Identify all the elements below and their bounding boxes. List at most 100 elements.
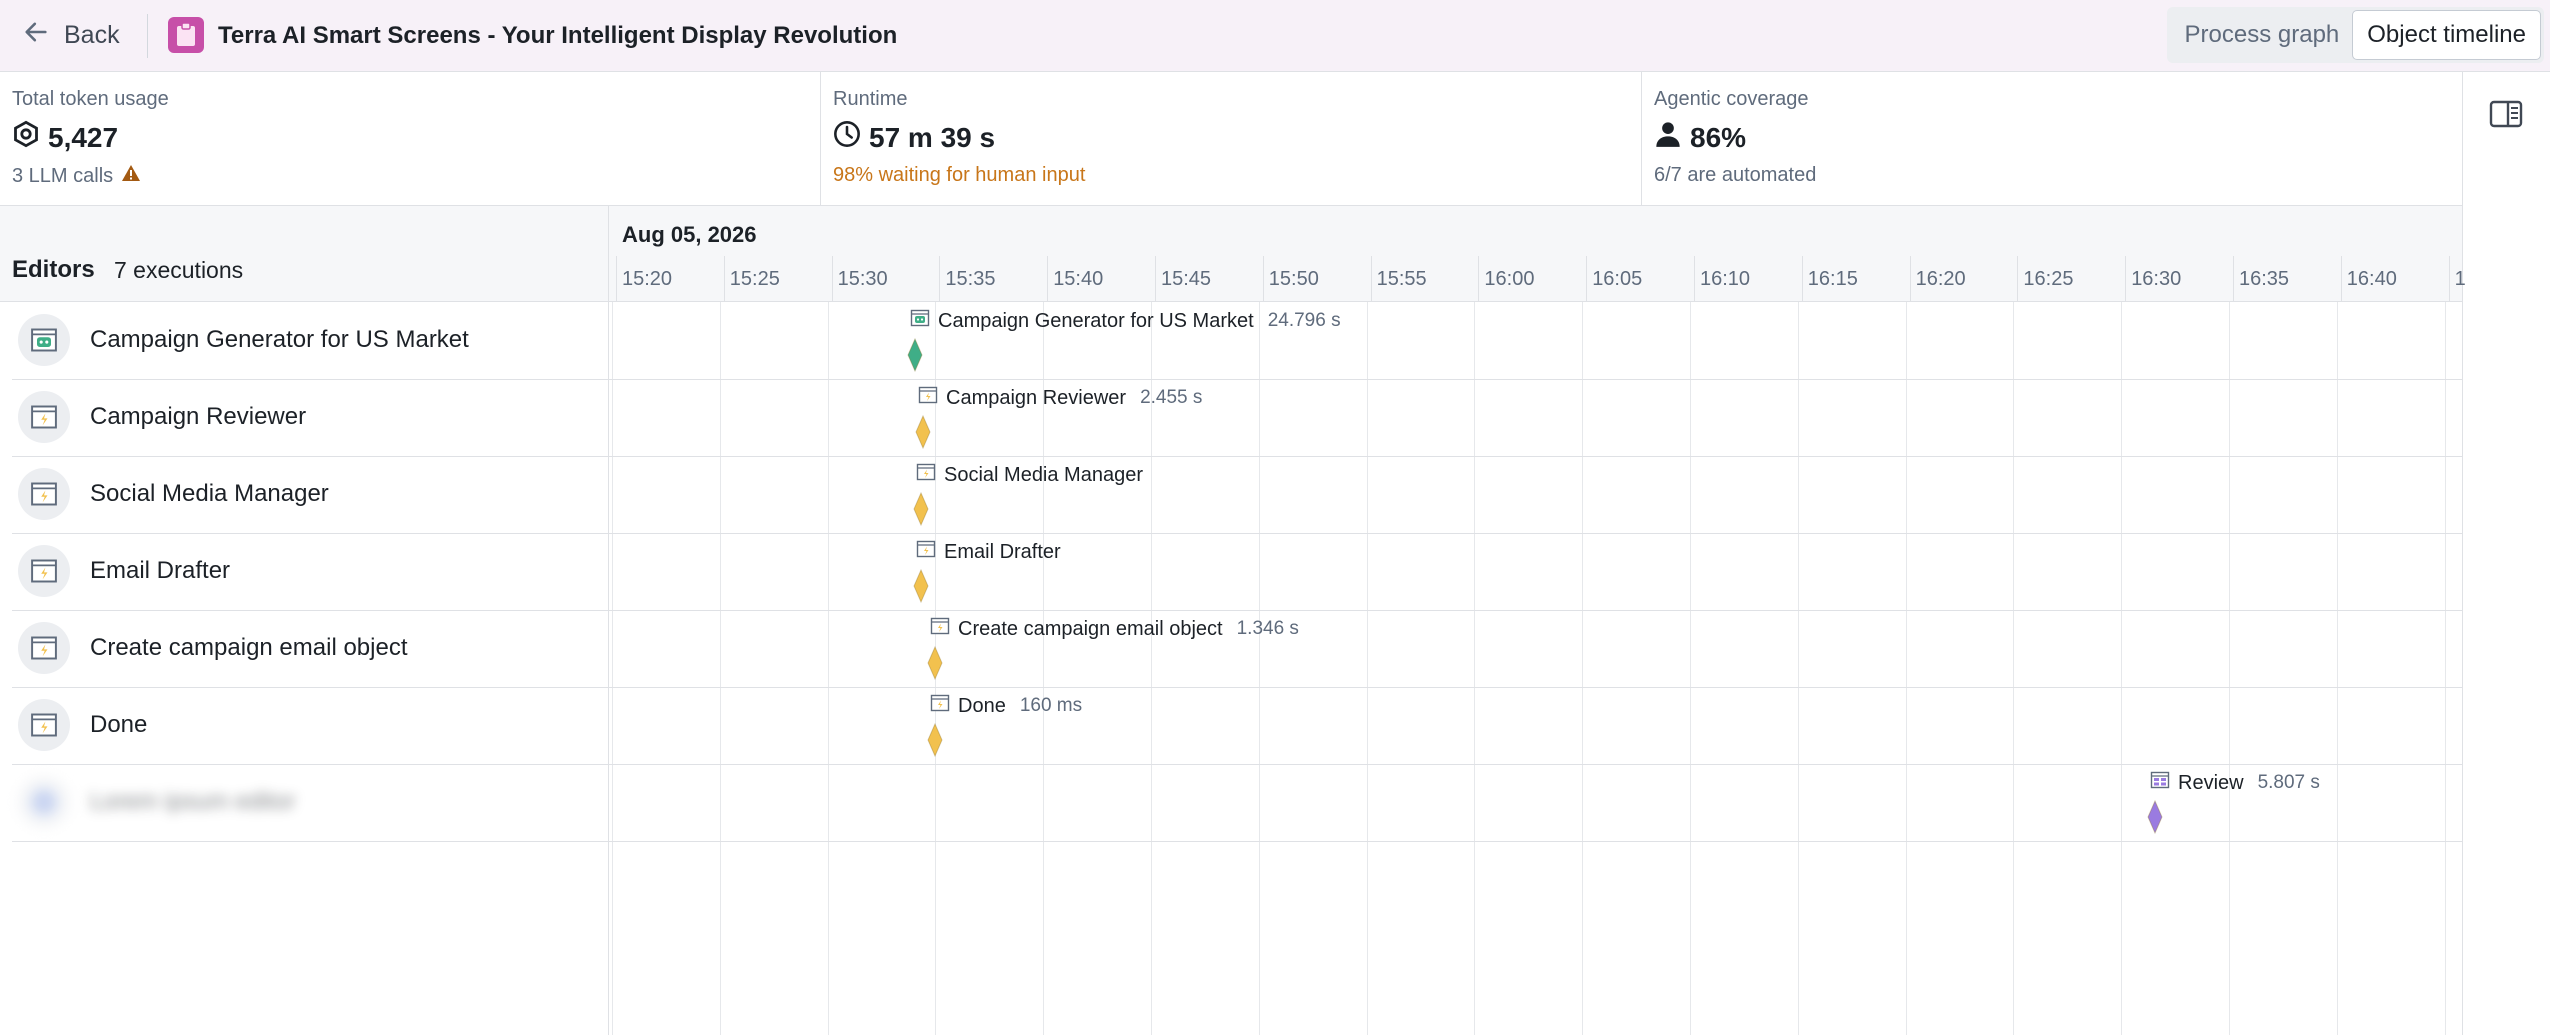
token-usage-value: 5,427 [48, 121, 119, 153]
tick-label: 15:45 [1161, 268, 1212, 290]
event-title: Social Media Manager [944, 463, 1143, 486]
editor-row-done[interactable]: Done [18, 695, 147, 755]
tick-label: 15:55 [1376, 268, 1427, 290]
metric-value: 86% [1654, 120, 1746, 155]
view-switcher: Process graph Object timeline [2166, 7, 2544, 63]
executions-count: 7 executions [114, 257, 244, 283]
editor-row-create-campaign-email[interactable]: Create campaign email object [18, 618, 408, 678]
tick-label: 16:35 [2239, 268, 2290, 290]
editor-row-email-drafter[interactable]: Email Drafter [18, 541, 230, 601]
person-icon [1654, 120, 1682, 155]
event-label[interactable]: Email Drafter [916, 539, 1061, 565]
tab-object-timeline[interactable]: Object timeline [2353, 11, 2540, 59]
grid-line [1582, 302, 1584, 1035]
tick-label: 15:50 [1268, 268, 1319, 290]
tab-process-graph[interactable]: Process graph [2184, 21, 2340, 48]
runtime-value: 57 m 39 s [869, 121, 996, 153]
row-divider [12, 841, 2462, 842]
tick-line [2233, 256, 2234, 302]
tick-line [723, 256, 725, 302]
metric-runtime: Runtime 57 m 39 s 98% waiting for human … [821, 72, 1642, 205]
action-icon [18, 699, 70, 751]
warning-icon[interactable] [121, 164, 141, 188]
tick-line [1478, 256, 1480, 302]
waiting-text: 98% waiting for human input [833, 164, 1086, 186]
tick-line [1370, 256, 1372, 302]
row-divider [12, 379, 2462, 380]
column-divider [608, 206, 609, 1035]
toolbar-divider [147, 14, 148, 58]
event-duration: 5.807 s [2257, 772, 2320, 793]
tick-label: 15:20 [622, 268, 673, 290]
grid-line [1258, 302, 1260, 1035]
tick-line [1586, 256, 1588, 302]
event-label[interactable]: Review 5.807 s [2150, 770, 2320, 796]
event-marker[interactable] [925, 723, 945, 757]
grid-line [1366, 302, 1368, 1035]
row-divider [12, 687, 2462, 688]
event-label[interactable]: Done 160 ms [930, 693, 1082, 719]
tick-label: 16:05 [1592, 268, 1643, 290]
metric-label: Total token usage [12, 88, 169, 110]
event-title: Email Drafter [944, 540, 1061, 563]
grid-line [612, 302, 613, 1035]
tick-line [1801, 256, 1803, 302]
metric-value: 5,427 [12, 120, 118, 155]
editor-name: Done [90, 711, 148, 738]
back-label: Back [64, 20, 120, 49]
tick-label: 16:40 [2346, 268, 2397, 290]
event-label[interactable]: Campaign Reviewer 2.455 s [918, 385, 1202, 411]
clipboard-icon [168, 17, 204, 53]
tick-line [1262, 256, 1264, 302]
robot-icon [910, 308, 930, 334]
metric-label: Agentic coverage [1654, 88, 1809, 110]
grid-line [1474, 302, 1476, 1035]
editor-row-campaign-generator[interactable]: Campaign Generator for US Market [18, 310, 469, 370]
tick-label: 15:30 [837, 268, 888, 290]
event-label[interactable]: Campaign Generator for US Market 24.796 s [910, 308, 1341, 334]
tick-line [1047, 256, 1049, 302]
event-label[interactable]: Create campaign email object 1.346 s [930, 616, 1299, 642]
tick-label: 15:25 [729, 268, 780, 290]
event-title: Campaign Reviewer [946, 386, 1127, 409]
coverage-value: 86% [1690, 121, 1747, 153]
panel-toggle-icon[interactable] [2489, 100, 2523, 128]
event-marker[interactable] [925, 646, 945, 680]
tick-label: 15:40 [1053, 268, 1104, 290]
event-marker[interactable] [913, 415, 933, 449]
event-marker[interactable] [2145, 800, 2165, 834]
metric-token-usage: Total token usage 5,427 3 LLM calls [0, 72, 821, 205]
back-button[interactable]: Back [12, 14, 130, 56]
tick-line [2340, 256, 2342, 302]
action-icon [916, 539, 936, 565]
event-label[interactable]: Social Media Manager [916, 462, 1143, 488]
tick-line [2448, 256, 2450, 302]
tick-label: 16:00 [1484, 268, 1535, 290]
editor-row-blurred-editor[interactable]: Lorem ipsum editor [18, 772, 295, 832]
editor-row-campaign-reviewer[interactable]: Campaign Reviewer [18, 387, 306, 447]
action-icon [930, 616, 950, 642]
tick-line [616, 256, 617, 302]
tick-label: 16:15 [1807, 268, 1858, 290]
timeline-date: Aug 05, 2026 [622, 222, 757, 247]
event-marker[interactable] [911, 492, 931, 526]
grid-line [1043, 302, 1045, 1035]
token-icon [12, 120, 40, 155]
editor-name: Campaign Generator for US Market [90, 326, 469, 353]
right-rail [2462, 72, 2550, 1035]
action-icon [18, 468, 70, 520]
event-title: Done [958, 694, 1006, 717]
tick-line [2125, 256, 2127, 302]
editor-row-social-media-manager[interactable]: Social Media Manager [18, 464, 329, 524]
event-marker[interactable] [911, 569, 931, 603]
grid-line [2013, 302, 2015, 1035]
metric-value: 57 m 39 s [833, 120, 995, 155]
row-divider [12, 764, 2462, 765]
tick-label: 15:35 [945, 268, 996, 290]
editor-name: Create campaign email object [90, 634, 408, 661]
event-marker[interactable] [905, 338, 925, 372]
tick-line [1909, 256, 1911, 302]
llm-calls-text: 3 LLM calls [12, 164, 114, 187]
top-bar: Back Terra AI Smart Screens - Your Intel… [0, 0, 2550, 72]
event-duration: 160 ms [1019, 695, 1083, 716]
